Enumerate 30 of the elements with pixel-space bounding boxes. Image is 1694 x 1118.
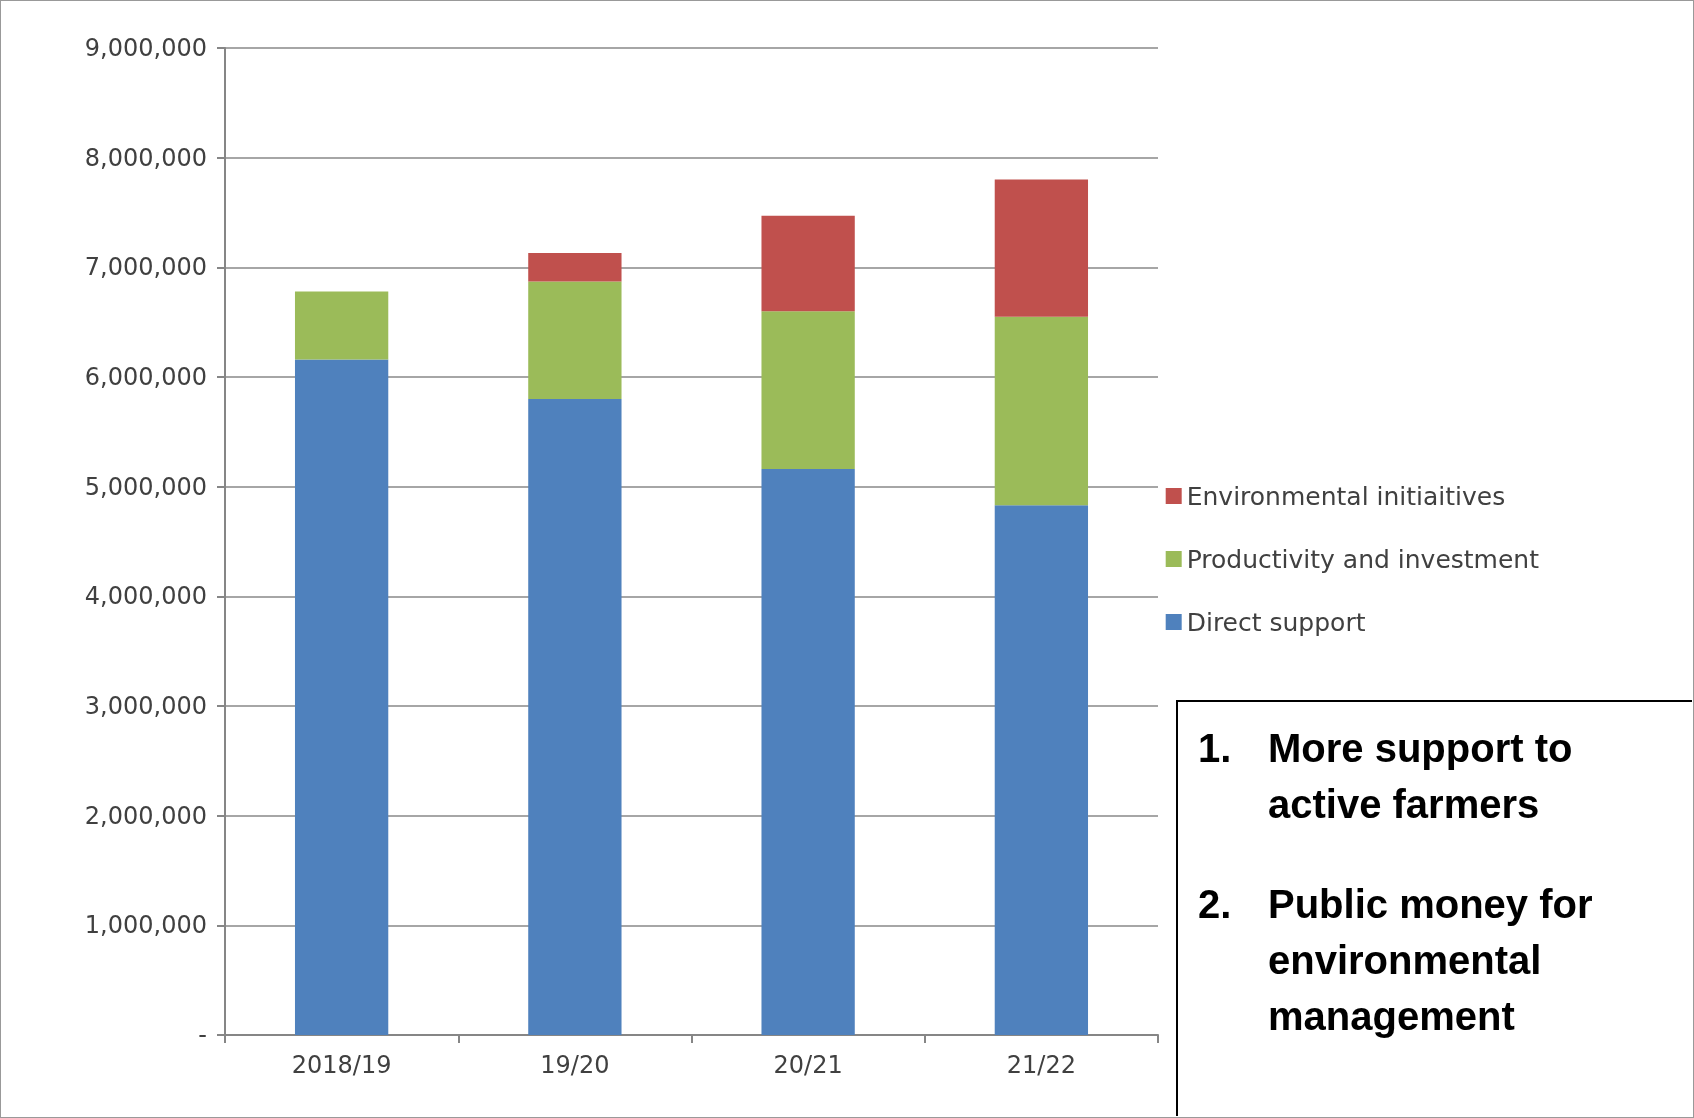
bar [528, 281, 622, 399]
bar [294, 359, 389, 1035]
y-tick-label: 2,000,000 [84, 801, 207, 830]
x-tick-label: 19/20 [540, 1051, 610, 1079]
bar [528, 398, 622, 1035]
y-tick-label: 4,000,000 [84, 582, 207, 611]
bar [761, 311, 855, 470]
legend-label: Environmental initiaitives [1186, 481, 1506, 511]
y-tick-label: 5,000,000 [84, 472, 207, 501]
x-tick-label: 2018/19 [291, 1051, 392, 1079]
y-tick-label: 7,000,000 [84, 253, 207, 282]
legend-label: Productivity and investment [1186, 544, 1540, 574]
legend-label: Direct support [1186, 607, 1366, 637]
y-tick-label: 6,000,000 [84, 363, 207, 391]
bar [528, 253, 622, 282]
bar [294, 291, 389, 360]
text: 2. Public money for environmental management [1198, 881, 1594, 1040]
bar [994, 179, 1089, 317]
text: 1. More support to active farmers [1198, 725, 1574, 828]
x-tick-label: 21/22 [1006, 1051, 1076, 1079]
x-tick-label: 20/21 [773, 1051, 843, 1079]
bar [761, 215, 855, 312]
y-tick-label: 9,000,000 [84, 34, 207, 62]
bar [994, 505, 1089, 1035]
bar [761, 469, 855, 1035]
bar [994, 316, 1089, 506]
y-tick-label: - [198, 1021, 207, 1049]
y-tick-label: 1,000,000 [84, 911, 207, 940]
y-tick-label: 8,000,000 [84, 143, 207, 172]
y-tick-label: 3,000,000 [84, 692, 207, 720]
